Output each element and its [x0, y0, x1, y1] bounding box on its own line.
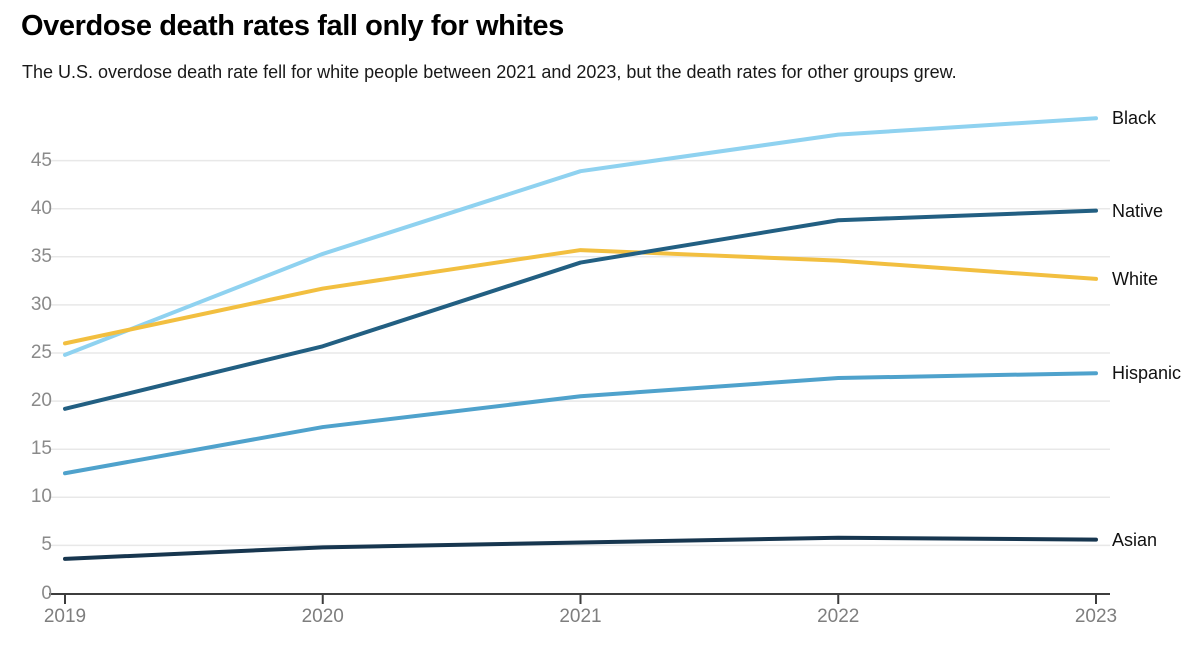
x-tick-label: 2020: [301, 606, 344, 627]
y-tick-label: 0: [41, 582, 52, 604]
y-tick-label: 35: [30, 245, 52, 267]
series-line-native: [63, 208, 1098, 411]
series-label-native: Native: [1112, 200, 1164, 221]
series-label-white: White: [1112, 268, 1159, 289]
y-tick-label: 5: [41, 534, 52, 556]
y-tick-label: 40: [30, 197, 52, 219]
x-tick-label: 2019: [43, 606, 87, 627]
y-tick-label: 45: [30, 149, 52, 171]
x-tick-label: 2023: [1074, 606, 1118, 627]
series-line-white: [63, 248, 1098, 346]
series-line-black: [63, 116, 1098, 357]
y-tick-label: 20: [30, 390, 52, 412]
y-tick-label: 10: [30, 486, 52, 508]
chart-title: Overdose death rates fall only for white…: [21, 10, 564, 42]
chart-subtitle: The U.S. overdose death rate fell for wh…: [22, 62, 957, 82]
y-tick-label: 25: [30, 342, 52, 363]
x-tick-label: 2021: [559, 606, 602, 627]
y-tick-label: 30: [30, 293, 52, 315]
series-label-hispanic: Hispanic: [1112, 363, 1182, 384]
x-tick-label: 2022: [817, 606, 860, 627]
series-line-asian: [63, 535, 1098, 561]
series-label-black: Black: [1112, 108, 1157, 129]
y-tick-label: 15: [30, 438, 52, 460]
series-label-asian: Asian: [1112, 529, 1158, 550]
series-line-hispanic: [63, 371, 1098, 476]
